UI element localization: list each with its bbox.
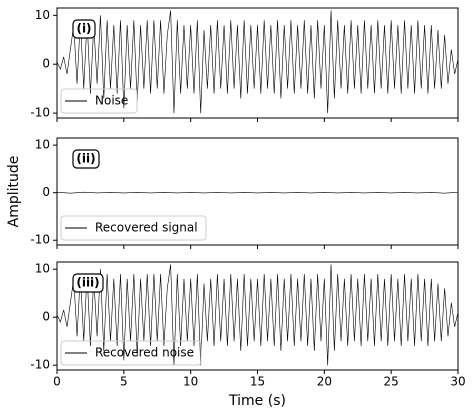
y-tick-label: 10 bbox=[35, 8, 50, 22]
legend-box bbox=[60, 340, 202, 366]
x-tick-label: 10 bbox=[183, 375, 198, 389]
y-tick-label: -10 bbox=[30, 106, 50, 120]
y-tick-label: 0 bbox=[42, 310, 50, 324]
series-line bbox=[56, 264, 459, 366]
legend-label: Recovered signal bbox=[95, 221, 198, 235]
series-line bbox=[56, 10, 459, 114]
x-tick-label: 30 bbox=[450, 375, 465, 389]
series-line bbox=[56, 191, 459, 194]
annotation: (ii) bbox=[76, 152, 95, 166]
x-tick-label: 20 bbox=[317, 375, 332, 389]
legend-box bbox=[60, 88, 138, 114]
annotation: (iii) bbox=[76, 276, 99, 290]
y-axis-label: Amplitude bbox=[6, 156, 22, 228]
x-axis-label: Time (s) bbox=[228, 393, 286, 409]
y-tick-label: 0 bbox=[42, 185, 50, 199]
x-tick-label: 5 bbox=[120, 375, 128, 389]
x-tick-label: 0 bbox=[53, 375, 61, 389]
plot-frame bbox=[56, 261, 459, 371]
y-tick-label: 10 bbox=[35, 262, 50, 276]
x-tick-label: 25 bbox=[384, 375, 399, 389]
y-tick-label: 0 bbox=[42, 57, 50, 71]
x-tick-label: 15 bbox=[250, 375, 265, 389]
annotation: (i) bbox=[76, 22, 91, 36]
plot-frame bbox=[56, 7, 459, 119]
plot-frame bbox=[56, 137, 459, 246]
annotation-box bbox=[72, 149, 100, 169]
y-tick-label: -10 bbox=[30, 358, 50, 372]
annotation-box bbox=[72, 19, 96, 39]
y-tick-label: 10 bbox=[35, 138, 50, 152]
legend-label: Recovered noise bbox=[95, 346, 194, 360]
y-tick-label: -10 bbox=[30, 233, 50, 247]
legend-label: Noise bbox=[95, 94, 128, 108]
legend-box bbox=[60, 215, 207, 241]
annotation-box bbox=[72, 273, 104, 293]
